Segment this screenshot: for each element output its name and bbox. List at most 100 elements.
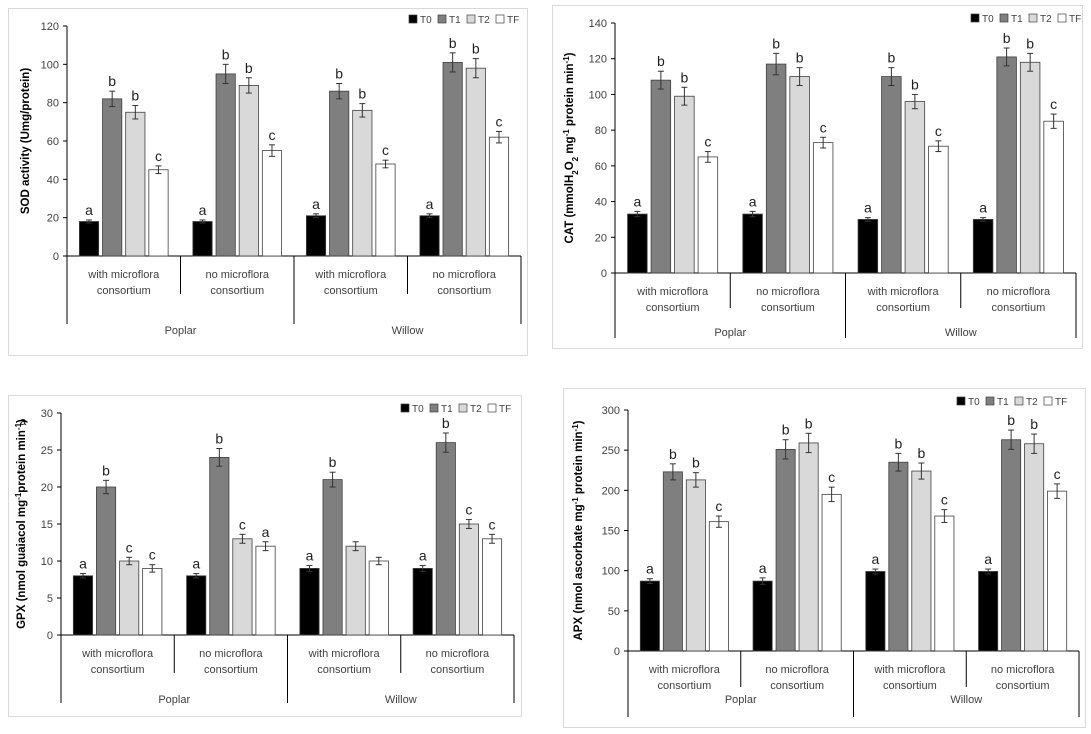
significance-letter: c: [465, 502, 472, 518]
bar-t0: [192, 221, 213, 257]
category-label: consortium: [97, 285, 151, 297]
y-tick-label: 10: [41, 556, 53, 568]
significance-letter: b: [917, 445, 925, 461]
significance-letter: a: [306, 547, 314, 563]
y-axis-label-part: GPX (nmol guaiacol mg: [16, 500, 28, 629]
category-label: no microflora: [205, 269, 269, 281]
significance-letter: c: [382, 142, 389, 158]
significance-letter: a: [419, 547, 427, 563]
bar-t0: [978, 571, 999, 652]
y-axis-label-part: ): [16, 419, 28, 423]
significance-letter: c: [155, 148, 162, 164]
category-label: with microflora: [636, 286, 709, 298]
y-tick-label: 30: [41, 408, 53, 420]
bar-tf: [697, 156, 719, 274]
legend-swatch-t1: [999, 13, 1009, 23]
gpx-chart-panel: 0 5 10 15 20 25 30 GPX (nmol guaiacol mg-1prote…: [8, 395, 522, 717]
significance-letter: b: [692, 455, 700, 471]
bar-t2: [674, 95, 695, 274]
significance-letter: a: [759, 560, 767, 576]
bar-t1: [888, 461, 909, 652]
significance-letter: a: [192, 556, 200, 572]
y-axis-label-part: -1: [562, 129, 571, 137]
significance-letter: c: [1054, 466, 1061, 482]
group-label: Willow: [392, 325, 424, 337]
y-tick-label: 0: [47, 630, 53, 642]
significance-letter: b: [442, 415, 450, 431]
category-label: no microflora: [426, 648, 490, 660]
significance-letter: b: [449, 35, 457, 51]
significance-letter: b: [215, 431, 223, 447]
bar-tf: [488, 136, 510, 257]
significance-letter: b: [1007, 412, 1015, 428]
bar-t2: [1024, 443, 1045, 652]
significance-letter: b: [805, 415, 813, 431]
category-label: with microflora: [308, 648, 381, 660]
significance-letter: b: [131, 88, 139, 104]
bar-t2: [904, 101, 926, 274]
significance-letter: b: [669, 446, 677, 462]
significance-letter: a: [864, 200, 872, 216]
y-tick-label: 5: [47, 593, 53, 605]
legend-swatch-t0: [408, 14, 418, 24]
legend-swatch-t0: [956, 396, 966, 406]
group-label: Poplar: [714, 327, 746, 339]
bar-tf: [934, 515, 955, 652]
category-label: consortium: [324, 285, 378, 297]
significance-letter: c: [941, 492, 948, 508]
group-label: Willow: [945, 327, 977, 339]
significance-letter: c: [126, 539, 133, 555]
legend-swatch-t2: [1014, 396, 1024, 406]
category-label: consortium: [210, 285, 264, 297]
category-label: with microflora: [87, 269, 160, 281]
y-tick-label: 300: [602, 405, 620, 417]
significance-letter: c: [489, 516, 496, 532]
legend-label: T0: [420, 15, 432, 26]
significance-letter: a: [871, 551, 879, 567]
category-label: no microflora: [756, 286, 820, 298]
significance-letter: a: [262, 524, 270, 540]
y-axis-label: CAT (mmolH2O2 mg-1 protein min-1): [562, 52, 580, 243]
legend-label: TF: [499, 404, 511, 415]
legend-label: TF: [1055, 397, 1067, 408]
group-label: Poplar: [165, 325, 197, 337]
category-label: consortium: [430, 664, 484, 676]
significance-letter: b: [222, 46, 230, 62]
bar-tf: [482, 538, 503, 636]
bar-t1: [96, 486, 117, 636]
bar-t0: [72, 575, 93, 636]
cat-chart-panel: 0 20 40 60 80 100 120 140 CAT (mmolH2O2 mg-1 pro…: [552, 5, 1083, 349]
bar-tf: [928, 145, 949, 274]
category-label: consortium: [657, 680, 711, 692]
category-label: consortium: [91, 664, 145, 676]
apx-chart-panel: 0 50 100 150 200 250 300 APX (nmol ascorbate mg…: [563, 388, 1086, 728]
significance-letter: b: [894, 435, 902, 451]
bar-tf: [1043, 120, 1064, 274]
significance-letter: b: [245, 60, 253, 76]
bar-t2: [798, 442, 819, 652]
bar-t0: [412, 567, 433, 636]
significance-letter: a: [426, 196, 434, 212]
legend-label: T1: [441, 404, 453, 415]
y-axis-label-part: ): [564, 52, 576, 56]
y-tick-label: 50: [608, 606, 620, 618]
y-axis-label-part: APX (nmol ascorbate mg: [573, 504, 585, 640]
legend-label: T2: [470, 404, 482, 415]
significance-letter: b: [772, 35, 780, 51]
legend-label: T1: [449, 15, 461, 26]
significance-letter: c: [828, 469, 835, 485]
significance-letter: b: [796, 50, 804, 66]
bar-tf: [812, 142, 834, 274]
bar-t2: [232, 538, 253, 636]
y-tick-label: 60: [47, 136, 59, 148]
group-label: Poplar: [158, 694, 190, 706]
bar-t0: [865, 571, 886, 652]
significance-letter: b: [358, 86, 366, 102]
bar-t1: [1001, 439, 1022, 652]
category-label: no microflora: [765, 664, 829, 676]
bar-tf: [1047, 490, 1068, 652]
bar-t1: [442, 62, 463, 257]
y-axis-label-part: protein min: [564, 63, 576, 129]
